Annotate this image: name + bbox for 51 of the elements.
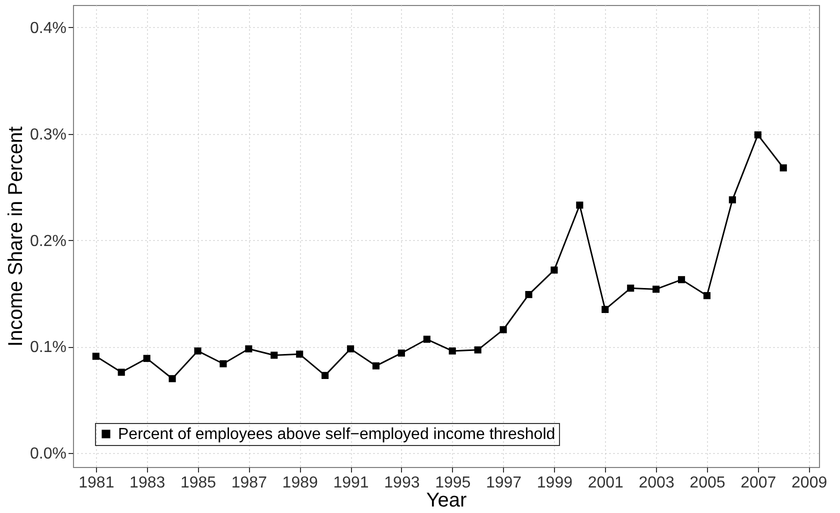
- y-tick-label: 0.1%: [30, 339, 66, 356]
- x-tick-label: 1999: [536, 474, 573, 492]
- point: [652, 286, 660, 293]
- point: [500, 326, 507, 334]
- y-tick-label: 0.2%: [30, 232, 66, 250]
- point: [474, 346, 482, 354]
- point: [754, 131, 762, 138]
- point: [168, 375, 176, 382]
- point: [118, 368, 125, 376]
- x-tick-label: 1993: [384, 474, 420, 492]
- point: [780, 164, 787, 172]
- x-tick-label: 2001: [588, 474, 624, 492]
- x-tick-label: 2007: [740, 474, 776, 492]
- point: [602, 306, 609, 313]
- x-tick-label: 2005: [690, 474, 726, 492]
- x-tick-label: 1995: [435, 474, 471, 492]
- x-tick-label: 1987: [231, 474, 268, 492]
- point: [423, 336, 430, 343]
- x-tick-label: 1989: [282, 474, 318, 492]
- x-tick-label: 1983: [130, 474, 166, 492]
- point: [448, 347, 456, 355]
- point: [678, 276, 686, 284]
- point: [525, 291, 532, 298]
- point: [322, 372, 329, 379]
- y-tick-label: 0.3%: [30, 126, 66, 144]
- x-tick-label: 2003: [638, 474, 674, 492]
- point: [220, 360, 227, 368]
- x-tick-label: 1985: [180, 474, 216, 492]
- point: [270, 352, 278, 359]
- point: [576, 202, 584, 209]
- point: [728, 196, 736, 204]
- point: [194, 347, 202, 355]
- legend-label: Percent of employees above self−employed income threshold: [118, 426, 556, 443]
- y-tick-label: 0.4%: [30, 20, 66, 37]
- point: [245, 345, 252, 352]
- point: [143, 354, 150, 362]
- point: [346, 345, 354, 352]
- point: [296, 350, 304, 358]
- point: [627, 284, 634, 292]
- point: [550, 266, 558, 274]
- x-tick-label: 1991: [333, 474, 369, 492]
- x-tick-label: 1981: [78, 474, 114, 492]
- x-tick-label: 1997: [486, 474, 522, 492]
- point: [703, 292, 711, 300]
- x-tick-label: 2009: [792, 474, 828, 492]
- point: [398, 350, 405, 357]
- point: [372, 362, 380, 370]
- y-tick-label: 0.0%: [30, 446, 66, 463]
- x-axis-title: Year: [426, 490, 468, 512]
- point: [92, 352, 100, 360]
- y-axis-title: Income Share in Percent: [5, 126, 28, 347]
